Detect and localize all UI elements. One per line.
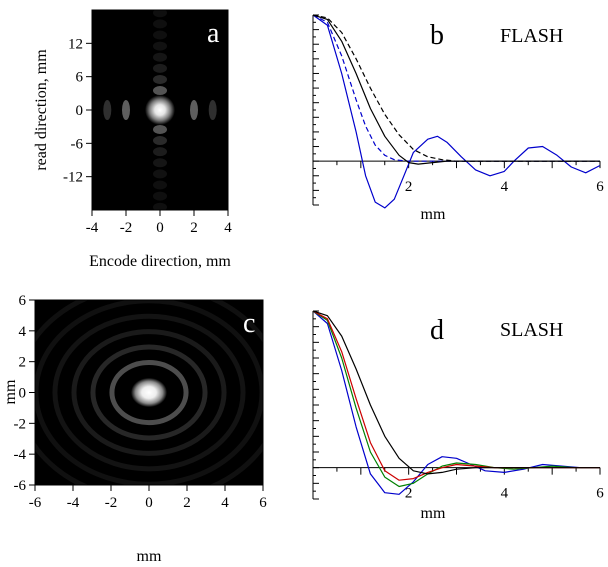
panel-b-series-2 [313, 14, 600, 162]
panel-a-xtick-label: 4 [224, 220, 232, 236]
panel-a-lobe [153, 169, 167, 179]
panel-a-lobe [153, 147, 167, 157]
panel-c-ylabel: mm [2, 379, 19, 404]
panel-a-label: a [207, 18, 220, 49]
panel-a-central-spot [145, 95, 175, 125]
panel-a-lobe [153, 191, 167, 201]
panel-a-xtick-label: -4 [86, 220, 99, 236]
panel-b-xtick-label: 2 [405, 179, 413, 195]
panel-a-lobe [246, 100, 254, 120]
panel-a-ytick-label: 6 [76, 70, 84, 86]
panel-c-ytick-label: 6 [19, 293, 27, 309]
panel-a-lobe [153, 124, 167, 134]
panel-d-lines [313, 310, 600, 495]
panel-c-xtick-label: 6 [259, 495, 267, 511]
panel-c-ytick-label: -4 [14, 447, 27, 463]
panel-d-series-1 [313, 310, 600, 495]
panel-a-lobe [153, 19, 167, 29]
panel-a-ytick-label: -6 [71, 136, 84, 152]
panel-a-xtick-label: 2 [190, 220, 198, 236]
panel-c-central-spot [130, 377, 168, 408]
panel-b-title: FLASH [500, 25, 563, 47]
panel-a-lobe [208, 100, 217, 120]
panel-a-ytick-label: -12 [63, 170, 83, 186]
panel-a-image [66, 10, 254, 210]
panel-c-xtick-label: -4 [67, 495, 80, 511]
panel-a-lobe [153, 86, 167, 96]
panel-a-lobe [122, 100, 130, 120]
panel-a-ytick-label: 0 [76, 103, 84, 119]
panel-a-xtick-label: 0 [156, 220, 164, 236]
panel-b-xtick-label: 6 [596, 179, 604, 195]
panel-a-lobe [153, 74, 167, 84]
panel-c-ytick-label: 4 [19, 324, 27, 340]
panel-a-lobe [153, 180, 167, 190]
panel-a-ticks: -4 -2 0 2 4 -12 -6 0 6 12 [63, 36, 232, 236]
panel-c-ring [71, 329, 227, 456]
panel-c-ring [109, 359, 189, 426]
panel-c-xtick-label: -2 [105, 495, 118, 511]
panel-a-lobe [153, 158, 167, 168]
panel-c-ring [35, 300, 263, 485]
panel-c-ytick-label: 2 [19, 355, 27, 371]
panel-b-series-1 [313, 14, 600, 209]
panel-c-ring [52, 313, 246, 472]
panel-c-ytick-label: -6 [14, 478, 27, 494]
panel-a-lobe [103, 100, 112, 120]
panel-d-xtick-label: 4 [501, 486, 509, 502]
panel-c-ticks: -6 -4 -2 0 2 4 6 -6 -4 -2 0 2 4 6 [14, 293, 268, 511]
panel-c-xtick-label: 4 [221, 495, 229, 511]
panel-c-xtick-label: 0 [145, 495, 153, 511]
panel-a-lobe [227, 104, 228, 116]
panel-a-lobe [153, 202, 167, 210]
panel-a-ylabel: read direction, mm [33, 49, 50, 171]
panel-c: -6 -4 -2 0 2 4 6 -6 -4 -2 0 2 4 6 c mm mm [2, 293, 268, 565]
panel-a-lobe [153, 136, 167, 146]
panel-c-ytick-label: -2 [14, 416, 27, 432]
panel-c-xlabel: mm [137, 548, 162, 565]
panel-a-lobe [153, 30, 167, 40]
panel-a-ytick-label: 12 [68, 36, 83, 52]
panel-d-title: SLASH [500, 319, 563, 341]
panel-a-lobe [153, 10, 167, 18]
panel-a-lobe [153, 52, 167, 62]
panel-b-xtick-label: 4 [501, 179, 509, 195]
panel-d: 2 4 6 d SLASH mm [312, 310, 604, 522]
panel-a-lobe [190, 100, 198, 120]
panel-a-lobe [153, 41, 167, 51]
panel-a-lobe [153, 63, 167, 73]
panel-c-ring [90, 344, 208, 441]
panel-b-series-4 [313, 14, 600, 162]
panel-a-xlabel: Encode direction, mm [89, 253, 231, 270]
panel-a-lobe [66, 100, 74, 120]
panel-b-lines [313, 14, 600, 209]
panel-b-xlabel: mm [421, 206, 446, 223]
panel-c-xtick-label: -6 [29, 495, 42, 511]
panel-b-label: b [430, 20, 444, 51]
panel-d-series-4 [313, 310, 600, 475]
panel-d-xtick-label: 2 [405, 486, 413, 502]
panel-c-label: c [243, 308, 255, 339]
panel-c-ytick-label: 0 [19, 386, 27, 402]
panel-a-xtick-label: -2 [120, 220, 133, 236]
panel-c-xtick-label: 2 [183, 495, 191, 511]
panel-c-image [35, 300, 263, 485]
panel-d-xlabel: mm [421, 505, 446, 522]
panel-d-label: d [430, 315, 444, 346]
panel-d-xtick-label: 6 [596, 486, 604, 502]
panel-b: 2 4 6 b FLASH mm [312, 14, 604, 223]
